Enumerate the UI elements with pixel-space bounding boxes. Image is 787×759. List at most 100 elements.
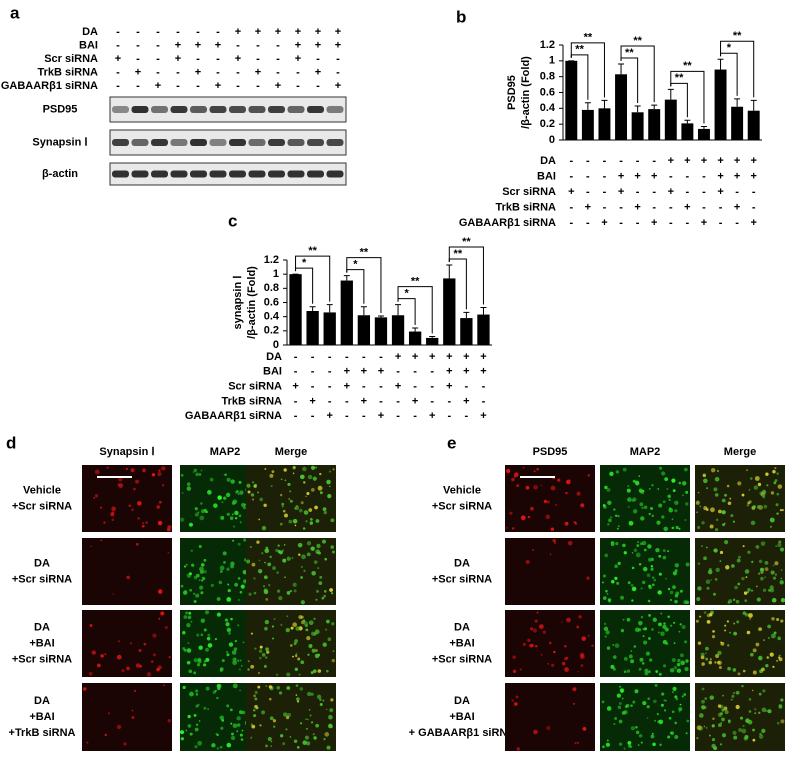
micrograph-signal <box>312 733 315 736</box>
micrograph-signal <box>630 704 633 707</box>
micrograph-signal <box>736 558 741 563</box>
micrograph <box>600 683 690 751</box>
micrograph-signal <box>193 468 197 472</box>
micrograph-signal <box>280 623 283 626</box>
micrograph-signal <box>289 490 292 493</box>
micrograph-signal <box>639 502 644 507</box>
micrograph-signal <box>234 582 239 587</box>
micrograph-signal <box>106 466 109 469</box>
micrograph-signal <box>259 656 262 660</box>
micrograph-signal <box>302 740 308 745</box>
micrograph-signal <box>527 638 531 642</box>
condition-mark: - <box>430 366 434 378</box>
micrograph-signal <box>310 546 315 551</box>
blot-band <box>248 139 266 146</box>
micrograph-signal <box>642 580 646 585</box>
panel-label: b <box>456 7 466 26</box>
micrograph-signal <box>617 561 621 565</box>
micrograph-signal <box>203 663 207 667</box>
micrograph-signal <box>651 514 655 518</box>
micrograph-signal <box>779 547 785 552</box>
micrograph-signal <box>538 624 544 629</box>
micrograph-signal <box>671 478 676 483</box>
micrograph-signal <box>237 542 241 546</box>
condition-mark: + <box>326 410 332 422</box>
error-bar <box>734 98 741 107</box>
micrograph-signal <box>774 479 778 482</box>
y-tick-label: 0 <box>273 339 279 351</box>
micrograph-signal <box>681 624 686 630</box>
micrograph-signal <box>648 487 651 490</box>
micrograph-signal <box>273 618 276 621</box>
blot-band <box>151 139 168 146</box>
micrograph-signal <box>770 491 775 495</box>
micrograph-signal <box>133 689 137 692</box>
micrograph-signal <box>265 647 269 651</box>
condition-mark: - <box>176 80 180 92</box>
micrograph-signal <box>633 548 638 553</box>
micrograph-signal <box>293 739 298 743</box>
micrograph-signal <box>648 512 651 516</box>
condition-mark: - <box>413 410 417 422</box>
micrograph-signal <box>111 511 115 515</box>
micrograph-signal <box>665 577 667 580</box>
micrograph-signal <box>778 704 782 708</box>
micrograph-signal <box>610 542 615 547</box>
micrograph-signal <box>189 523 193 527</box>
micrograph-signal <box>673 666 678 670</box>
micrograph-signal <box>714 476 720 482</box>
micrograph-signal <box>669 598 673 602</box>
condition-mark: - <box>156 53 160 65</box>
micrograph-signal <box>294 505 300 511</box>
micrograph-signal <box>766 484 769 487</box>
micrograph-signal <box>749 477 753 480</box>
y-tick-label: 0.2 <box>264 325 279 337</box>
micrograph-signal <box>627 485 630 488</box>
micrograph-signal <box>226 567 230 571</box>
micrograph-signal <box>658 622 662 627</box>
condition-mark: + <box>634 201 640 213</box>
condition-mark: - <box>362 410 366 422</box>
micrograph-signal <box>670 731 675 736</box>
micrograph-signal <box>674 563 679 568</box>
condition-mark: + <box>446 366 452 378</box>
micrograph-signal <box>580 664 584 667</box>
condition-mark: - <box>176 26 180 38</box>
micrograph-signal <box>638 562 642 566</box>
error-bar <box>480 306 487 315</box>
blot-band <box>131 106 149 113</box>
micrograph-signal <box>259 724 262 727</box>
micrograph-signal <box>285 627 290 633</box>
micrograph-signal <box>697 491 700 494</box>
micrograph-signal <box>699 713 704 718</box>
micrograph-signal <box>532 628 538 633</box>
condition-mark: + <box>717 155 723 167</box>
micrograph-signal <box>663 709 667 712</box>
micrograph-signal <box>601 700 605 704</box>
micrograph-signal <box>758 572 761 575</box>
micrograph-signal <box>221 719 225 722</box>
micrograph-signal <box>557 478 561 482</box>
micrograph-signal <box>614 514 618 517</box>
y-tick-label: 0.6 <box>264 296 279 308</box>
micrograph-signal <box>663 699 666 702</box>
micrograph-signal <box>305 741 311 746</box>
micrograph-signal <box>610 664 615 669</box>
condition-mark: + <box>601 217 607 229</box>
micrograph-signal <box>780 619 784 623</box>
condition-mark: - <box>116 39 120 51</box>
micrograph-signal <box>141 524 145 528</box>
micrograph-signal <box>738 727 743 733</box>
condition-mark: + <box>651 217 657 229</box>
micrograph-signal <box>264 561 266 564</box>
micrograph-signal <box>764 576 767 579</box>
micrograph-signal <box>734 585 738 590</box>
condition-mark: - <box>465 410 469 422</box>
micrograph-signal <box>220 726 224 730</box>
micrograph-signal <box>631 566 635 570</box>
micrograph-signal <box>661 692 665 696</box>
micrograph-signal <box>300 600 305 605</box>
micrograph-signal <box>744 734 749 739</box>
micrograph-signal <box>663 622 666 625</box>
micrograph-signal <box>194 745 198 749</box>
